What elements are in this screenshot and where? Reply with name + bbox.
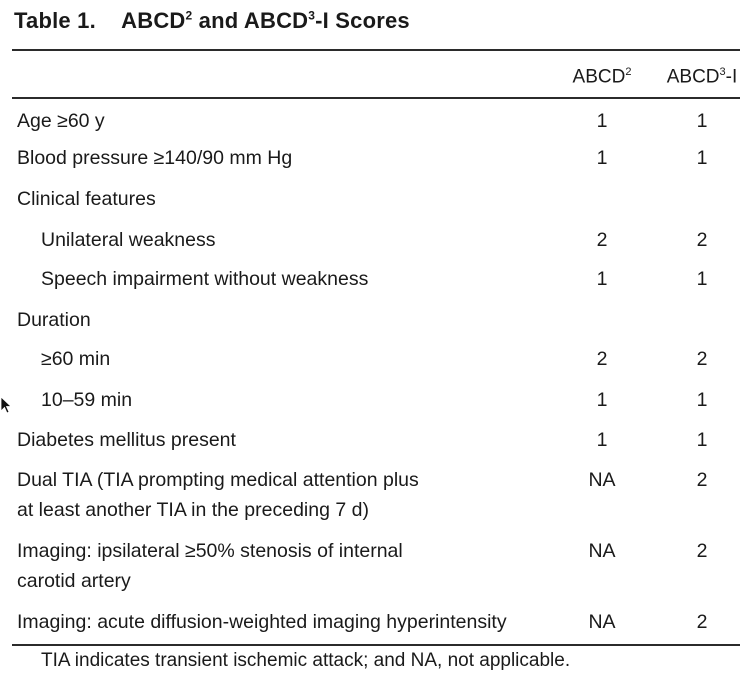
- row-label: Blood pressure ≥140/90 mm Hg: [17, 147, 293, 169]
- abcd2-value: 1: [596, 268, 608, 290]
- row-label: Speech impairment without weakness: [41, 268, 369, 290]
- row-label-line2: at least another TIA in the preceding 7 …: [17, 499, 369, 521]
- row-label: ≥60 min: [41, 348, 111, 370]
- abcd2-value: 2: [596, 229, 608, 251]
- table-bottom-rule: [12, 644, 740, 646]
- column-header-abcd2-base: ABCD: [572, 66, 626, 88]
- column-header-abcd2-sup: 2: [625, 66, 632, 78]
- abcd3i-value: 1: [696, 268, 708, 290]
- abcd2-value: 1: [596, 389, 608, 411]
- abcd2-value: 2: [596, 348, 608, 370]
- abcd3i-value: 2: [696, 611, 708, 633]
- title-sup-2: 2: [185, 8, 193, 23]
- abcd3i-value: 2: [696, 469, 708, 491]
- abcd2-value: NA: [588, 469, 616, 491]
- row-label-line1: Dual TIA (TIA prompting medical attentio…: [17, 469, 419, 491]
- column-header-abcd3i-tail: -I: [725, 66, 738, 88]
- table-number: Table 1.: [14, 8, 96, 33]
- column-header-abcd2: ABCD2: [573, 66, 632, 88]
- row-label-line2: carotid artery: [17, 570, 131, 592]
- abcd2-value: 1: [596, 429, 608, 451]
- row-label-line1: Imaging: ipsilateral ≥50% stenosis of in…: [17, 540, 403, 562]
- row-label: Diabetes mellitus present: [17, 429, 236, 451]
- abcd2-value: 1: [596, 147, 608, 169]
- mouse-pointer-icon: [0, 396, 12, 414]
- title-and-abcd: and ABCD: [192, 8, 309, 33]
- abcd2-value: NA: [588, 540, 616, 562]
- abcd3i-value: 2: [696, 540, 708, 562]
- row-label: Duration: [17, 309, 91, 331]
- table-header-rule: [12, 97, 740, 99]
- table-footnote: TIA indicates transient ischemic attack;…: [41, 650, 571, 671]
- column-header-abcd3i-base: ABCD: [666, 66, 720, 88]
- table-title: Table 1. ABCD2 and ABCD3-I Scores: [14, 8, 410, 34]
- column-header-abcd3i-sup: 3: [719, 66, 726, 78]
- row-label: Unilateral weakness: [41, 229, 216, 251]
- abcd3i-value: 2: [696, 348, 708, 370]
- table-top-rule: [12, 49, 740, 51]
- row-label: Clinical features: [17, 188, 156, 210]
- title-sup-3: 3: [308, 8, 316, 23]
- abcd3i-value: 2: [696, 229, 708, 251]
- abcd3i-value: 1: [696, 429, 708, 451]
- title-abcd: ABCD: [121, 8, 186, 33]
- column-header-abcd3i: ABCD3-I: [667, 66, 738, 88]
- row-label: 10–59 min: [41, 389, 133, 411]
- abcd3i-value: 1: [696, 389, 708, 411]
- abcd3i-value: 1: [696, 147, 708, 169]
- title-tail: -I Scores: [315, 8, 410, 33]
- abcd3i-value: 1: [696, 110, 708, 132]
- abcd2-value: 1: [596, 110, 608, 132]
- abcd2-value: NA: [588, 611, 616, 633]
- row-label: Age ≥60 y: [17, 110, 105, 132]
- row-label: Imaging: acute diffusion-weighted imagin…: [17, 611, 507, 633]
